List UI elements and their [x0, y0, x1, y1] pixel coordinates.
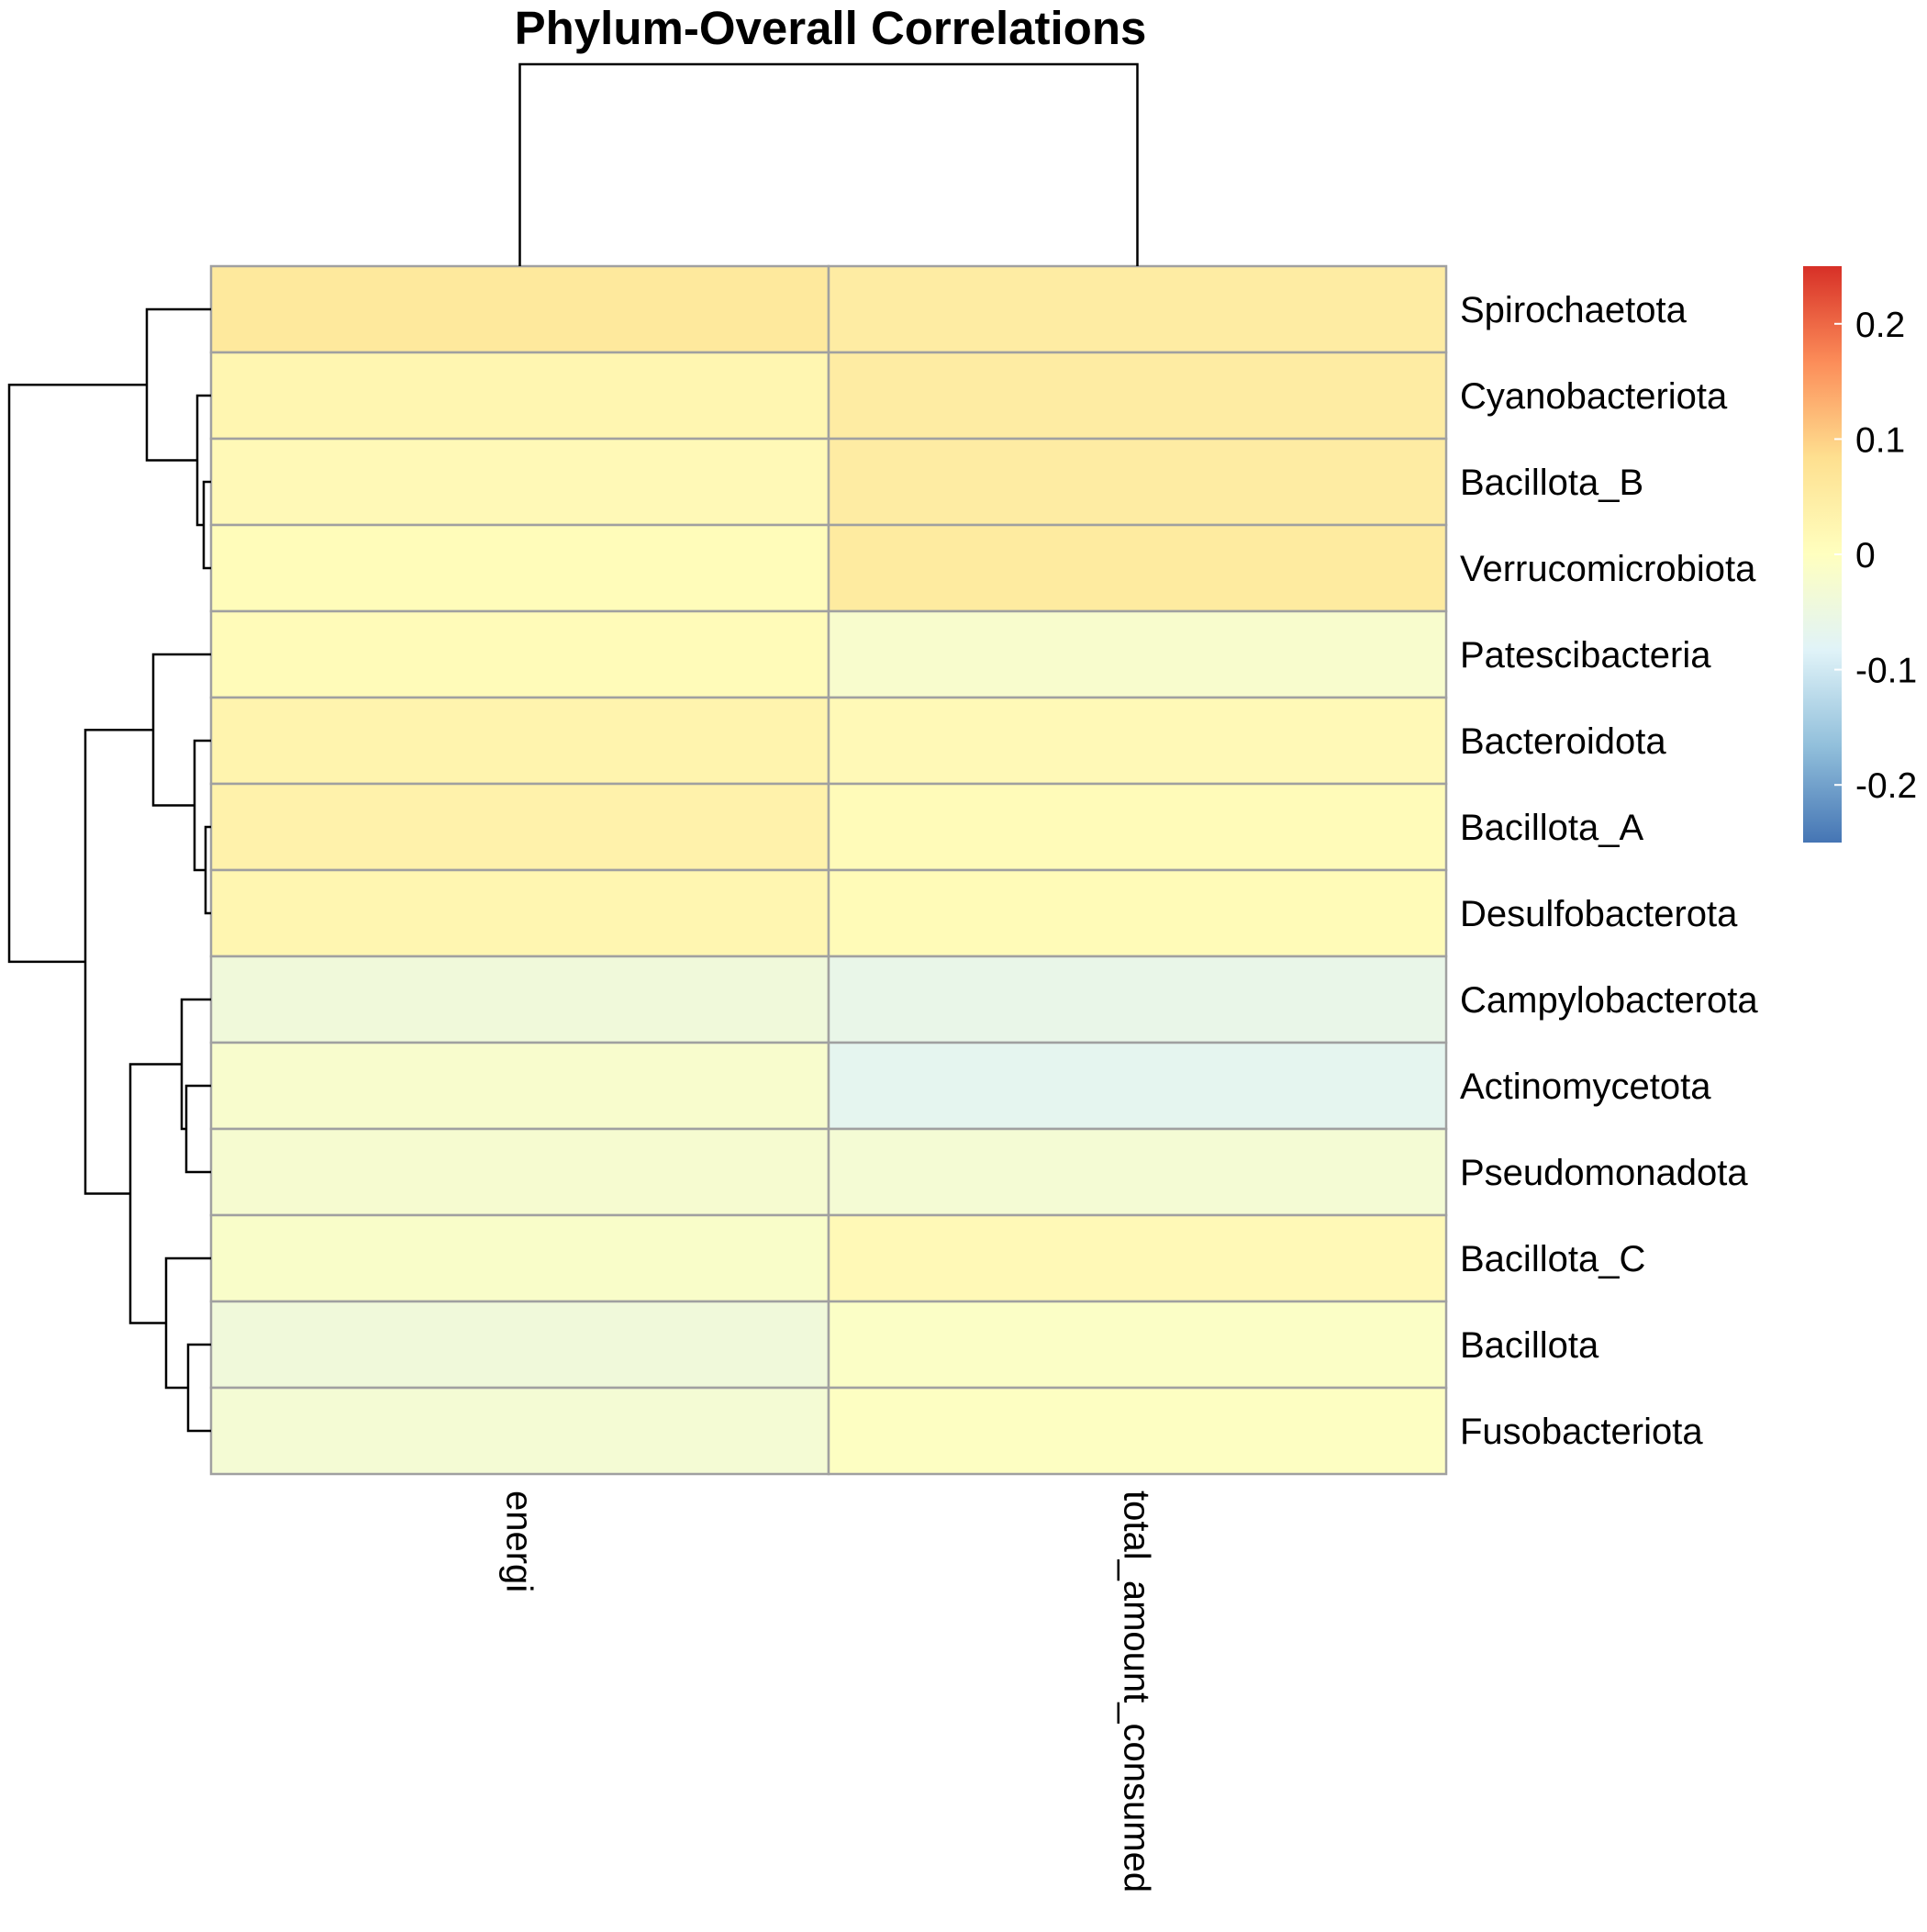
dendrogram-link	[128, 1063, 182, 1324]
heatmap-cell	[209, 1213, 830, 1303]
row-label: Pseudomonadota	[1460, 1153, 1748, 1193]
dendrogram-link	[193, 739, 211, 872]
heatmap-cell	[827, 868, 1448, 958]
row-label: Cyanobacteriota	[1460, 376, 1728, 417]
row-labels: Spirochaetota Cyanobacteriota Bacillota_B V…	[1460, 290, 1758, 1452]
heatmap-cell	[209, 1041, 830, 1131]
chart-title: Phylum-Overall Correlations	[515, 2, 1147, 54]
heatmap-cell	[827, 1041, 1448, 1131]
heatmap-cell	[209, 1127, 830, 1217]
row-label: Bacillota	[1460, 1325, 1599, 1366]
row-label: Desulfobacterota	[1460, 894, 1738, 934]
legend-tick-label: -0.2	[1855, 766, 1917, 806]
heatmap-cell	[209, 782, 830, 872]
heatmap-cell	[209, 264, 830, 354]
heatmap-cell	[827, 1300, 1448, 1390]
row-label: Fusobacteriota	[1460, 1412, 1703, 1452]
row-label: Bacteroidota	[1460, 721, 1666, 762]
legend-tick-label: 0.2	[1855, 306, 1905, 345]
dendrogram-link	[186, 1343, 211, 1433]
legend-tick-label: 0.1	[1855, 420, 1905, 460]
dendrogram-link	[518, 62, 1139, 266]
row-label: Bacillota_B	[1460, 463, 1643, 503]
heatmap-cell	[827, 696, 1448, 786]
column-label: energi	[499, 1491, 540, 1592]
heatmap-cell	[209, 523, 830, 613]
heatmap-cell	[827, 264, 1448, 354]
legend-tick-label: -0.1	[1855, 652, 1917, 691]
row-label: Bacillota_A	[1460, 808, 1643, 848]
dendrogram-link	[145, 307, 211, 462]
color-legend: 0.2 0.1 0 -0.1 -0.2	[1803, 266, 1917, 843]
dendrogram-link	[7, 384, 147, 964]
heatmap-cell	[827, 609, 1448, 699]
row-dendrogram	[7, 307, 211, 1433]
row-label: Verrucomicrobiota	[1460, 549, 1756, 589]
heatmap-cell	[209, 437, 830, 527]
heatmap-cell	[827, 782, 1448, 872]
row-label: Bacillota_C	[1460, 1239, 1645, 1279]
column-dendrogram	[518, 62, 1139, 266]
dendrogram-link	[84, 729, 153, 1195]
heatmap-cell	[827, 1213, 1448, 1303]
heatmap-cell	[827, 1127, 1448, 1217]
heatmap-cell	[209, 955, 830, 1044]
dendrogram-link	[184, 1084, 211, 1174]
heatmap-cell	[827, 523, 1448, 613]
heatmap-cell	[827, 1386, 1448, 1476]
row-label: Spirochaetota	[1460, 290, 1688, 330]
heatmap-cell	[209, 351, 830, 441]
heatmap-cell	[827, 437, 1448, 527]
heatmap-cell	[209, 1386, 830, 1476]
heatmap-cell	[827, 351, 1448, 441]
heatmap-cell	[209, 696, 830, 786]
legend-tick-label: 0	[1855, 536, 1876, 575]
row-label: Actinomycetota	[1460, 1067, 1711, 1107]
heatmap-cell	[827, 955, 1448, 1044]
heatmap-cell	[209, 609, 830, 699]
row-label: Campylobacterota	[1460, 980, 1758, 1021]
column-labels: energi total_amount_consumed	[499, 1491, 1157, 1893]
dendrogram-link	[151, 653, 211, 807]
heatmap-cell	[209, 1300, 830, 1390]
row-label: Patescibacteria	[1460, 635, 1711, 676]
heatmap-cells	[209, 264, 1448, 1476]
column-label: total_amount_consumed	[1117, 1491, 1157, 1893]
heatmap-cell	[209, 868, 830, 958]
